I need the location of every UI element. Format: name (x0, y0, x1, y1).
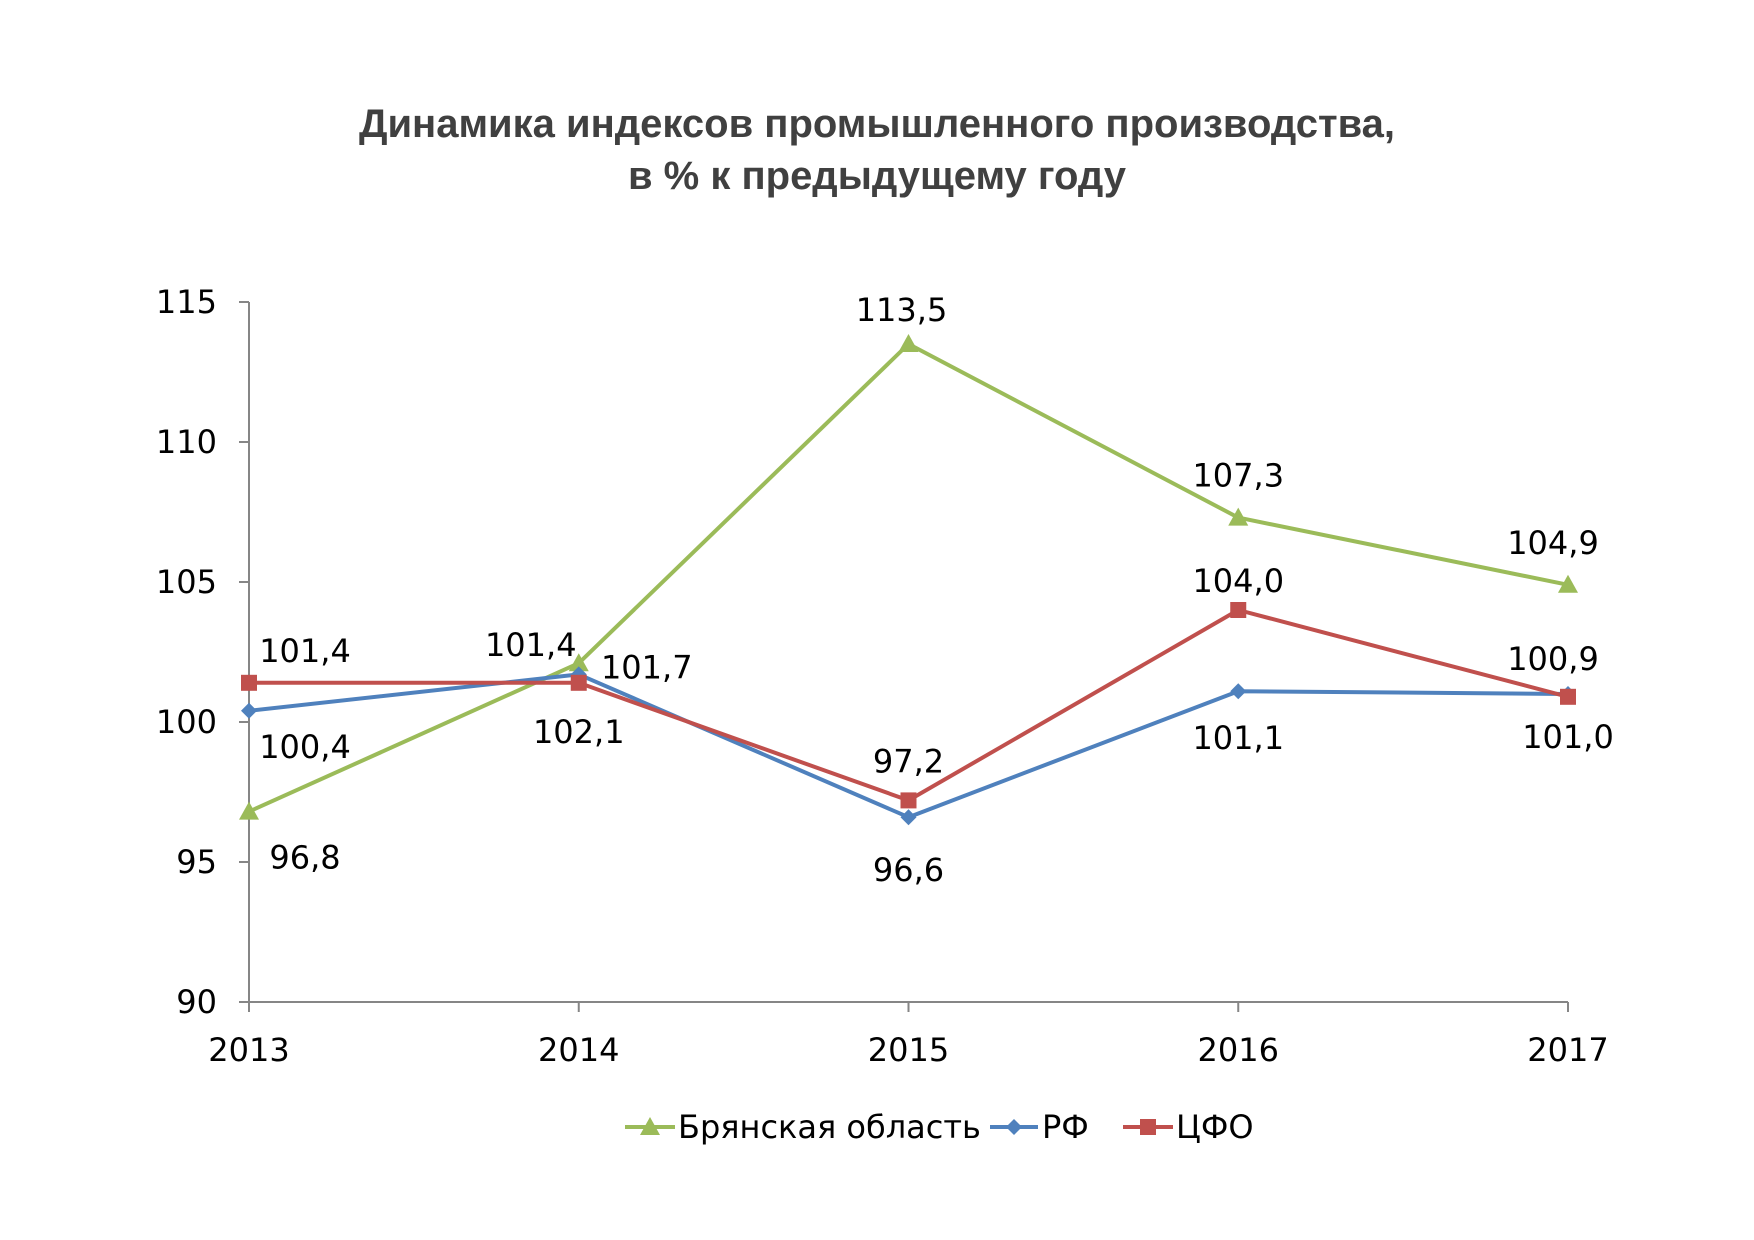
x-tick-label: 2013 (208, 1031, 289, 1069)
series-2-marker (1560, 688, 1576, 705)
data-label: 107,3 (1192, 457, 1284, 495)
legend-marker (1140, 1119, 1156, 1135)
y-tick-label: 100 (156, 703, 217, 741)
legend-label: Брянская область (678, 1108, 981, 1146)
data-label: 101,0 (1522, 718, 1614, 756)
legend-label: РФ (1042, 1108, 1089, 1146)
series-1-marker (241, 702, 257, 719)
legend-item-2: ЦФО (1123, 1108, 1254, 1146)
data-label: 102,1 (533, 713, 625, 751)
series-0-marker (239, 801, 259, 820)
x-tick-label: 2017 (1527, 1031, 1608, 1069)
data-label: 100,9 (1507, 640, 1599, 678)
data-label: 104,9 (1507, 524, 1599, 562)
x-tick-label: 2016 (1198, 1031, 1279, 1069)
legend-label: ЦФО (1176, 1108, 1254, 1146)
legend: Брянская область РФ ЦФО (625, 1108, 1254, 1146)
data-label: 100,4 (259, 728, 351, 766)
series-0-marker (1558, 574, 1578, 593)
series-0-marker (898, 334, 919, 352)
data-labels: 96,8 102,1 113,5 107,3 104,9 100,4 101,7 96,6 10… (259, 291, 1614, 889)
legend-marker (640, 1117, 660, 1135)
y-tick-label: 90 (176, 983, 217, 1021)
data-label: 104,0 (1192, 562, 1284, 600)
data-label: 101,4 (259, 632, 351, 670)
data-label: 96,8 (269, 839, 340, 877)
series-2-marker (900, 792, 917, 809)
data-label: 113,5 (856, 291, 948, 329)
data-label: 101,4 (485, 626, 577, 664)
chart-title-line-1: Динамика индексов промышленного производ… (358, 102, 1396, 146)
axes: 90 95 100 105 110 115 2013 2014 2015 2016 2017 (156, 283, 1609, 1069)
x-tick-label: 2015 (868, 1031, 949, 1069)
series-2-marker (1230, 602, 1247, 618)
series-1-marker (900, 809, 917, 826)
series-2-marker (241, 674, 257, 691)
y-tick-label: 115 (156, 283, 217, 321)
data-label: 97,2 (873, 742, 944, 780)
chart-title-line-2: в % к предыдущему году (627, 154, 1127, 198)
series-markers (239, 334, 1578, 826)
series-2-marker (570, 674, 587, 691)
series-0-marker (1228, 507, 1249, 526)
series-0-marker (568, 653, 589, 672)
data-label: 96,6 (873, 851, 944, 889)
data-label: 101,7 (601, 648, 693, 686)
chart-title: Динамика индексов промышленного производ… (0, 98, 1754, 202)
y-tick-label: 105 (156, 563, 217, 601)
data-label: 101,1 (1192, 719, 1284, 757)
legend-item-1: РФ (990, 1108, 1089, 1146)
y-tick-label: 95 (176, 843, 217, 881)
legend-marker (1006, 1119, 1022, 1135)
legend-item-0: Брянская область (625, 1108, 981, 1146)
x-tick-label: 2014 (538, 1031, 619, 1069)
series-1-marker (1230, 683, 1247, 700)
y-tick-label: 110 (156, 423, 217, 461)
